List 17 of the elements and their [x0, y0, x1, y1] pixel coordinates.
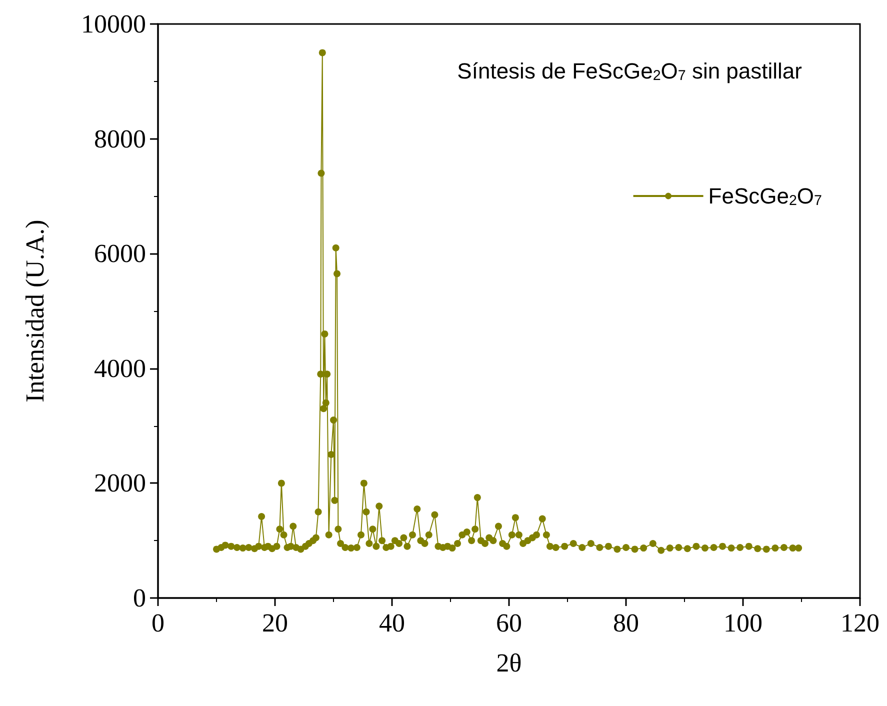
- y-tick-label: 2000: [94, 468, 146, 498]
- x-tick-label: 40: [379, 608, 405, 638]
- x-tick-label: 20: [262, 608, 288, 638]
- y-tick-label: 6000: [94, 239, 146, 268]
- x-tick-label: 100: [724, 608, 762, 638]
- legend-label: FeScGe2O7: [708, 184, 822, 209]
- y-tick-label: 8000: [94, 124, 146, 154]
- y-tick-label: 0: [133, 584, 146, 612]
- annotation: Síntesis de FeScGe2O7 sin pastillar: [457, 58, 802, 84]
- x-axis-title: 2θ: [496, 648, 522, 678]
- y-tick-label: 4000: [94, 354, 146, 383]
- x-tick-label: 0: [152, 608, 164, 638]
- y-axis-title: Intensidad (U.A.): [20, 220, 50, 402]
- x-tick-label: 60: [496, 608, 522, 638]
- x-tick-label: 120: [840, 608, 880, 638]
- y-tick-label: 10000: [81, 10, 146, 38]
- x-tick-label: 80: [613, 608, 639, 638]
